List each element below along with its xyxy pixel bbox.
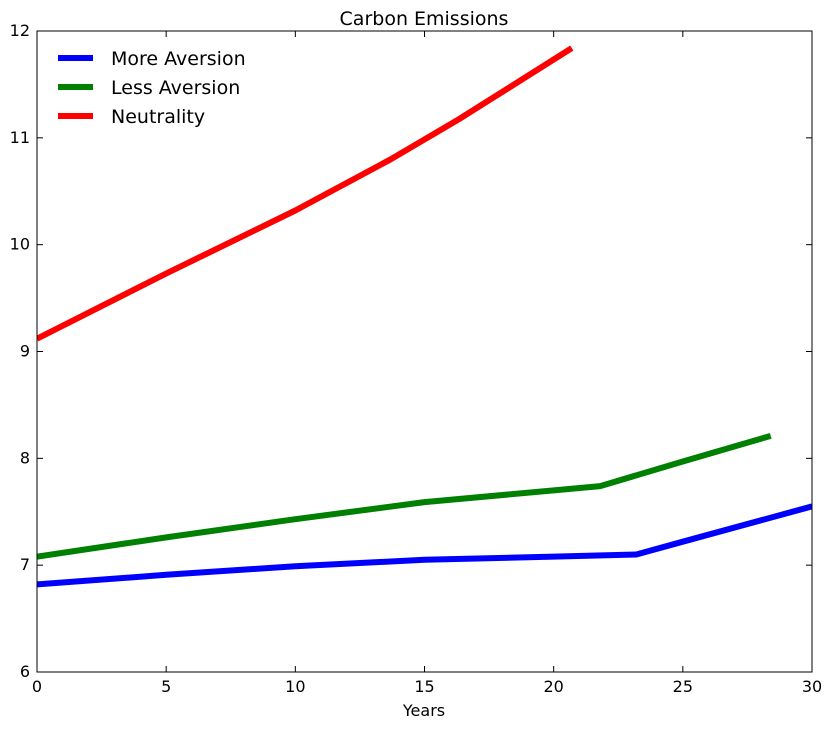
x-axis-label: Years [402,701,445,720]
series-line-1 [37,433,772,560]
x-tick-label: 0 [32,677,42,696]
series-line-0 [37,503,812,588]
y-tick-label: 11 [10,128,30,147]
legend-label-2: Neutrality [111,106,205,128]
legend-label-0: More Aversion [111,48,246,70]
plot-frame [36,30,813,673]
x-tick-label: 5 [161,677,171,696]
x-tick-label: 25 [673,677,693,696]
y-tick-label: 7 [20,555,30,574]
y-tick-label: 6 [20,662,30,681]
chart-title: Carbon Emissions [340,8,509,30]
axis-ticks: 0 5 10 15 20 25 30 6 7 8 9 10 11 12 [10,21,823,696]
y-tick-label: 9 [20,342,30,361]
legend: More Aversion Less Aversion Neutrality [58,48,246,128]
x-tick-label: 30 [802,677,822,696]
y-tick-label: 10 [10,235,30,254]
plot-area [37,45,812,588]
series-line-2 [37,45,574,342]
y-tick-label: 8 [20,448,30,467]
legend-label-1: Less Aversion [111,77,240,99]
y-tick-label: 12 [10,21,30,40]
x-tick-label: 10 [285,677,305,696]
x-tick-label: 20 [543,677,563,696]
x-tick-label: 15 [414,677,434,696]
